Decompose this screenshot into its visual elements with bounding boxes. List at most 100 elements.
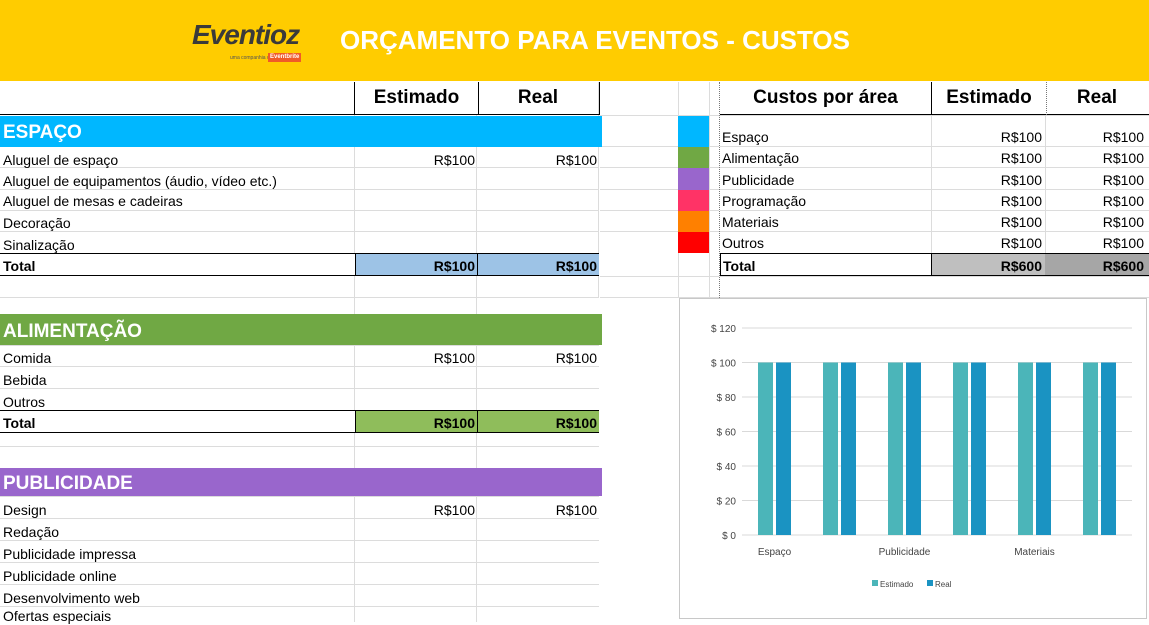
gridline-v	[476, 433, 477, 468]
summary-row-estimado[interactable]: R$100	[1000, 172, 1042, 188]
gridline-h	[0, 562, 599, 563]
summary-header-real: Real	[1076, 87, 1118, 108]
summary-total-real[interactable]: R$600	[1102, 258, 1144, 274]
chart-ytick-label: $ 80	[717, 393, 737, 404]
row-estimado[interactable]: R$100	[433, 350, 475, 366]
row-label: Ofertas especiais	[3, 608, 112, 624]
total-row-espaco	[0, 253, 599, 276]
row-label: Outros	[3, 394, 46, 410]
gridline-h	[720, 276, 1149, 277]
row-label: Comida	[3, 350, 52, 366]
gridline-v	[354, 115, 355, 253]
gridline-h	[600, 167, 719, 168]
section-alimentacao-header: ALIMENTAÇÃO	[0, 314, 602, 345]
gridline-h	[0, 297, 599, 298]
chart-xtick-label: Materiais	[1014, 547, 1055, 558]
gridline-h	[600, 276, 719, 277]
chart-bar-real	[971, 362, 986, 535]
summary-row-real[interactable]: R$100	[1102, 214, 1144, 230]
total-estimado[interactable]: R$100	[433, 415, 475, 431]
chart-bar-real	[1036, 362, 1051, 535]
summary-row-real[interactable]: R$100	[1102, 172, 1144, 188]
chart-legend-label: Estimado	[880, 580, 914, 589]
row-real[interactable]: R$100	[555, 502, 597, 518]
chart-bar-estimado	[953, 362, 968, 535]
summary-total-row	[720, 253, 1149, 276]
chart-bar-estimado	[1018, 362, 1033, 535]
gridline-h	[0, 584, 599, 585]
chart-legend-swatch	[872, 580, 878, 586]
summary-row-real[interactable]: R$100	[1102, 193, 1144, 209]
chart-ytick-label: $ 120	[711, 324, 736, 335]
total-estimado[interactable]: R$100	[433, 258, 475, 274]
summary-row-label: Espaço	[722, 129, 769, 145]
section-alimentacao-title: ALIMENTAÇÃO	[3, 321, 142, 342]
summary-header-row	[720, 82, 1149, 115]
gridline-h	[600, 115, 719, 116]
summary-header-title: Custos por área	[753, 87, 898, 108]
section-espaco-title: ESPAÇO	[3, 122, 82, 143]
row-label: Decoração	[3, 215, 71, 231]
logo-text: Eventioz	[192, 19, 300, 50]
gridline-h	[0, 167, 599, 168]
summary-row-estimado[interactable]: R$100	[1000, 129, 1042, 145]
chart-bar-real	[776, 362, 791, 535]
gridline-h	[720, 189, 1149, 190]
summary-color-swatch	[678, 147, 709, 168]
gridline-h	[600, 189, 719, 190]
gridline-h	[0, 606, 599, 607]
summary-row-real[interactable]: R$100	[1102, 150, 1144, 166]
summary-row-real[interactable]: R$100	[1102, 129, 1144, 145]
chart-bar-real	[841, 362, 856, 535]
summary-row-label: Outros	[722, 235, 765, 251]
chart-bar-estimado	[1083, 362, 1098, 535]
summary-row-real[interactable]: R$100	[1102, 235, 1144, 251]
chart-legend-swatch	[927, 580, 933, 586]
chart-ytick-label: $ 40	[717, 462, 737, 473]
summary-row-estimado[interactable]: R$100	[1000, 150, 1042, 166]
summary-row-estimado[interactable]: R$100	[1000, 214, 1042, 230]
summary-row-estimado[interactable]: R$100	[1000, 193, 1042, 209]
cost-chart[interactable]: $ 0 $ 20 $ 40 $ 60 $ 80 $ 100 $ 120 Espaço Publi…	[679, 298, 1147, 619]
total-real[interactable]: R$100	[555, 415, 597, 431]
row-label: Sinalização	[3, 237, 75, 253]
total-divider	[477, 254, 478, 275]
gridline-h	[0, 345, 599, 346]
chart-legend-label: Real	[935, 580, 952, 589]
row-label: Bebida	[3, 372, 47, 388]
gridline-h	[0, 496, 599, 497]
gridline-v	[1045, 115, 1046, 253]
gridline-v	[354, 433, 355, 468]
row-label: Publicidade online	[3, 568, 117, 584]
row-estimado[interactable]: R$100	[433, 502, 475, 518]
chart-bar-real	[1101, 362, 1116, 535]
row-label: Publicidade impressa	[3, 546, 137, 562]
gridline-v	[476, 345, 477, 410]
gridline-v	[354, 345, 355, 410]
gridline-h	[720, 146, 1149, 147]
total-real[interactable]: R$100	[555, 258, 597, 274]
summary-total-estimado[interactable]: R$600	[1000, 258, 1042, 274]
gridline-h	[0, 388, 599, 389]
chart-bar-real	[906, 362, 921, 535]
gridline-h	[720, 231, 1149, 232]
header-banner	[0, 0, 1149, 81]
summary-total-fill-estimado	[931, 254, 1045, 275]
row-real[interactable]: R$100	[555, 152, 597, 168]
chart-ytick-label: $ 60	[717, 428, 737, 439]
eventioz-logo: Eventioz uma companhia da Eventbrite	[192, 18, 307, 66]
summary-color-swatch	[678, 190, 709, 211]
row-label: Aluguel de espaço	[3, 152, 119, 168]
left-header-row	[0, 82, 599, 115]
left-header-real: Real	[477, 82, 600, 115]
summary-row-estimado[interactable]: R$100	[1000, 235, 1042, 251]
row-real[interactable]: R$100	[555, 350, 597, 366]
summary-row-label: Publicidade	[722, 172, 795, 188]
summary-total-fill-real	[1045, 254, 1149, 275]
gridline-v	[709, 82, 710, 298]
chart-ytick-label: $ 20	[717, 497, 737, 508]
summary-row-label: Alimentação	[722, 150, 800, 166]
total-label: Total	[3, 258, 36, 274]
gridline-h	[0, 231, 599, 232]
row-estimado[interactable]: R$100	[433, 152, 475, 168]
